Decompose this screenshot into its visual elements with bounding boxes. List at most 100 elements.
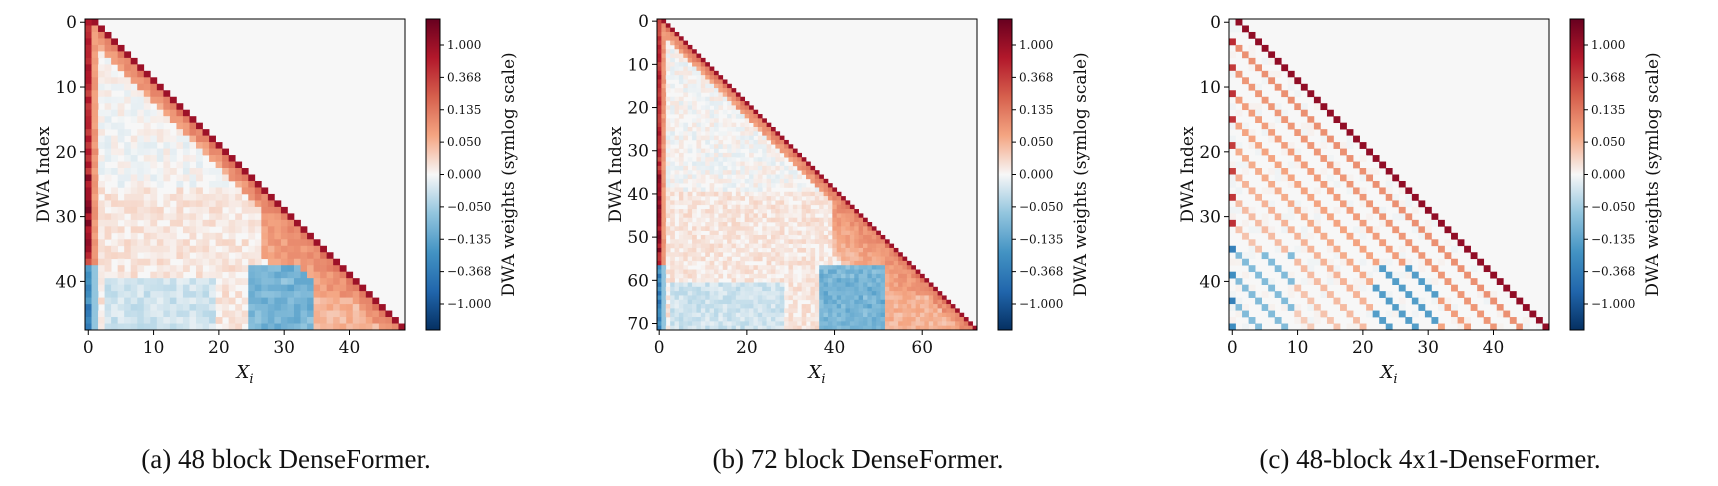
heatmap-cell [849, 260, 855, 266]
heatmap-cell [819, 217, 824, 223]
heatmap-cell [661, 304, 667, 309]
heatmap-cell [687, 260, 693, 266]
heatmap-cell [1444, 252, 1452, 260]
heatmap-cell [696, 226, 702, 231]
heatmap-cell [130, 258, 138, 266]
heatmap-cell [779, 304, 785, 309]
heatmap-cell [827, 312, 833, 318]
heatmap-cell [189, 232, 197, 240]
heatmap-cell [692, 131, 697, 136]
heatmap-cell [806, 252, 811, 257]
heatmap-cell [775, 256, 781, 262]
heatmap-cell [836, 252, 842, 257]
heatmap-cell [757, 278, 763, 283]
heatmap-cell [176, 317, 184, 324]
heatmap-cell [182, 193, 190, 201]
heatmap-cell [854, 308, 859, 314]
heatmap-cell [810, 260, 816, 266]
heatmap-cell [836, 209, 842, 214]
heatmap-cell [801, 286, 807, 292]
heatmap-cell [85, 57, 92, 65]
heatmap-cell [85, 310, 92, 318]
heatmap-cell [111, 135, 118, 143]
heatmap-cell [182, 122, 190, 130]
heatmap-cell [163, 116, 171, 124]
heatmap-cell [1255, 219, 1262, 227]
heatmap-cell [766, 217, 772, 223]
heatmap-cell [731, 105, 737, 111]
heatmap-cell [1281, 245, 1289, 253]
heatmap-cell [163, 284, 171, 292]
heatmap-cell [137, 135, 145, 143]
heatmap-cell [104, 122, 112, 130]
heatmap-cell [1248, 284, 1256, 292]
heatmap-cell [196, 187, 203, 195]
heatmap-cell [713, 75, 719, 80]
heatmap-cell [762, 126, 767, 132]
heatmap-cell [657, 321, 662, 327]
heatmap-cell [718, 317, 724, 322]
heatmap-cell [757, 187, 763, 193]
heatmap-cell [722, 312, 728, 318]
heatmap-cell [670, 312, 675, 318]
heatmap-cell [98, 77, 105, 85]
heatmap-cell [731, 126, 737, 132]
heatmap-cell [687, 273, 693, 279]
heatmap-cell [920, 325, 925, 331]
heatmap-cell [124, 129, 132, 136]
heatmap-cell [727, 144, 732, 149]
heatmap-cell [740, 273, 746, 279]
heatmap-cell [661, 247, 667, 253]
heatmap-cell [235, 193, 243, 201]
heatmap-cell [744, 256, 750, 262]
heatmap-cell [235, 323, 243, 331]
heatmap-cell [871, 256, 877, 262]
heatmap-cell [687, 312, 693, 318]
heatmap-cell [104, 265, 112, 273]
heatmap-cell [150, 148, 158, 156]
heatmap-cell [85, 232, 92, 240]
heatmap-cell [678, 291, 684, 296]
heatmap-cell [683, 273, 689, 279]
heatmap-cell [753, 299, 759, 305]
heatmap-cell [202, 200, 210, 208]
heatmap-cell [657, 269, 662, 275]
heatmap-cell [661, 239, 667, 244]
heatmap-cell [261, 239, 269, 247]
heatmap-cell [819, 321, 824, 327]
heatmap-cell [1281, 219, 1289, 227]
heatmap-cell [665, 170, 671, 175]
heatmap-cell [762, 139, 767, 145]
heatmap-cell [858, 252, 864, 257]
heatmap-cell [91, 271, 99, 279]
heatmap-cell [1274, 109, 1282, 117]
heatmap-cell [1359, 245, 1367, 253]
heatmap-cell [657, 304, 662, 309]
heatmap-cell [657, 161, 662, 167]
heatmap-cell [836, 256, 842, 262]
heatmap-cell [85, 122, 92, 130]
heatmap-cell [867, 295, 873, 301]
heatmap-cell [823, 312, 829, 318]
heatmap-cell [784, 144, 789, 149]
heatmap-cell [1313, 187, 1321, 195]
heatmap-cell [215, 271, 223, 279]
heatmap-cell [937, 325, 943, 331]
heatmap-cell [678, 36, 684, 41]
heatmap-cell [196, 213, 203, 221]
heatmap-cell [111, 142, 118, 149]
heatmap-cell [700, 299, 706, 305]
heatmap-cell [215, 206, 223, 214]
heatmap-cell [1229, 193, 1236, 201]
heatmap-cell [111, 284, 118, 292]
heatmap-cell [91, 258, 99, 266]
colorbar-tick-label: −0.050 [1019, 200, 1063, 214]
heatmap-cell [792, 265, 798, 270]
heatmap-cell [823, 191, 829, 197]
heatmap-cell [222, 245, 230, 253]
heatmap-cell [163, 129, 171, 136]
heatmap-cell [898, 252, 903, 257]
heatmap-cell [876, 308, 881, 314]
heatmap-cell [718, 282, 724, 288]
heatmap-cell [670, 239, 675, 244]
